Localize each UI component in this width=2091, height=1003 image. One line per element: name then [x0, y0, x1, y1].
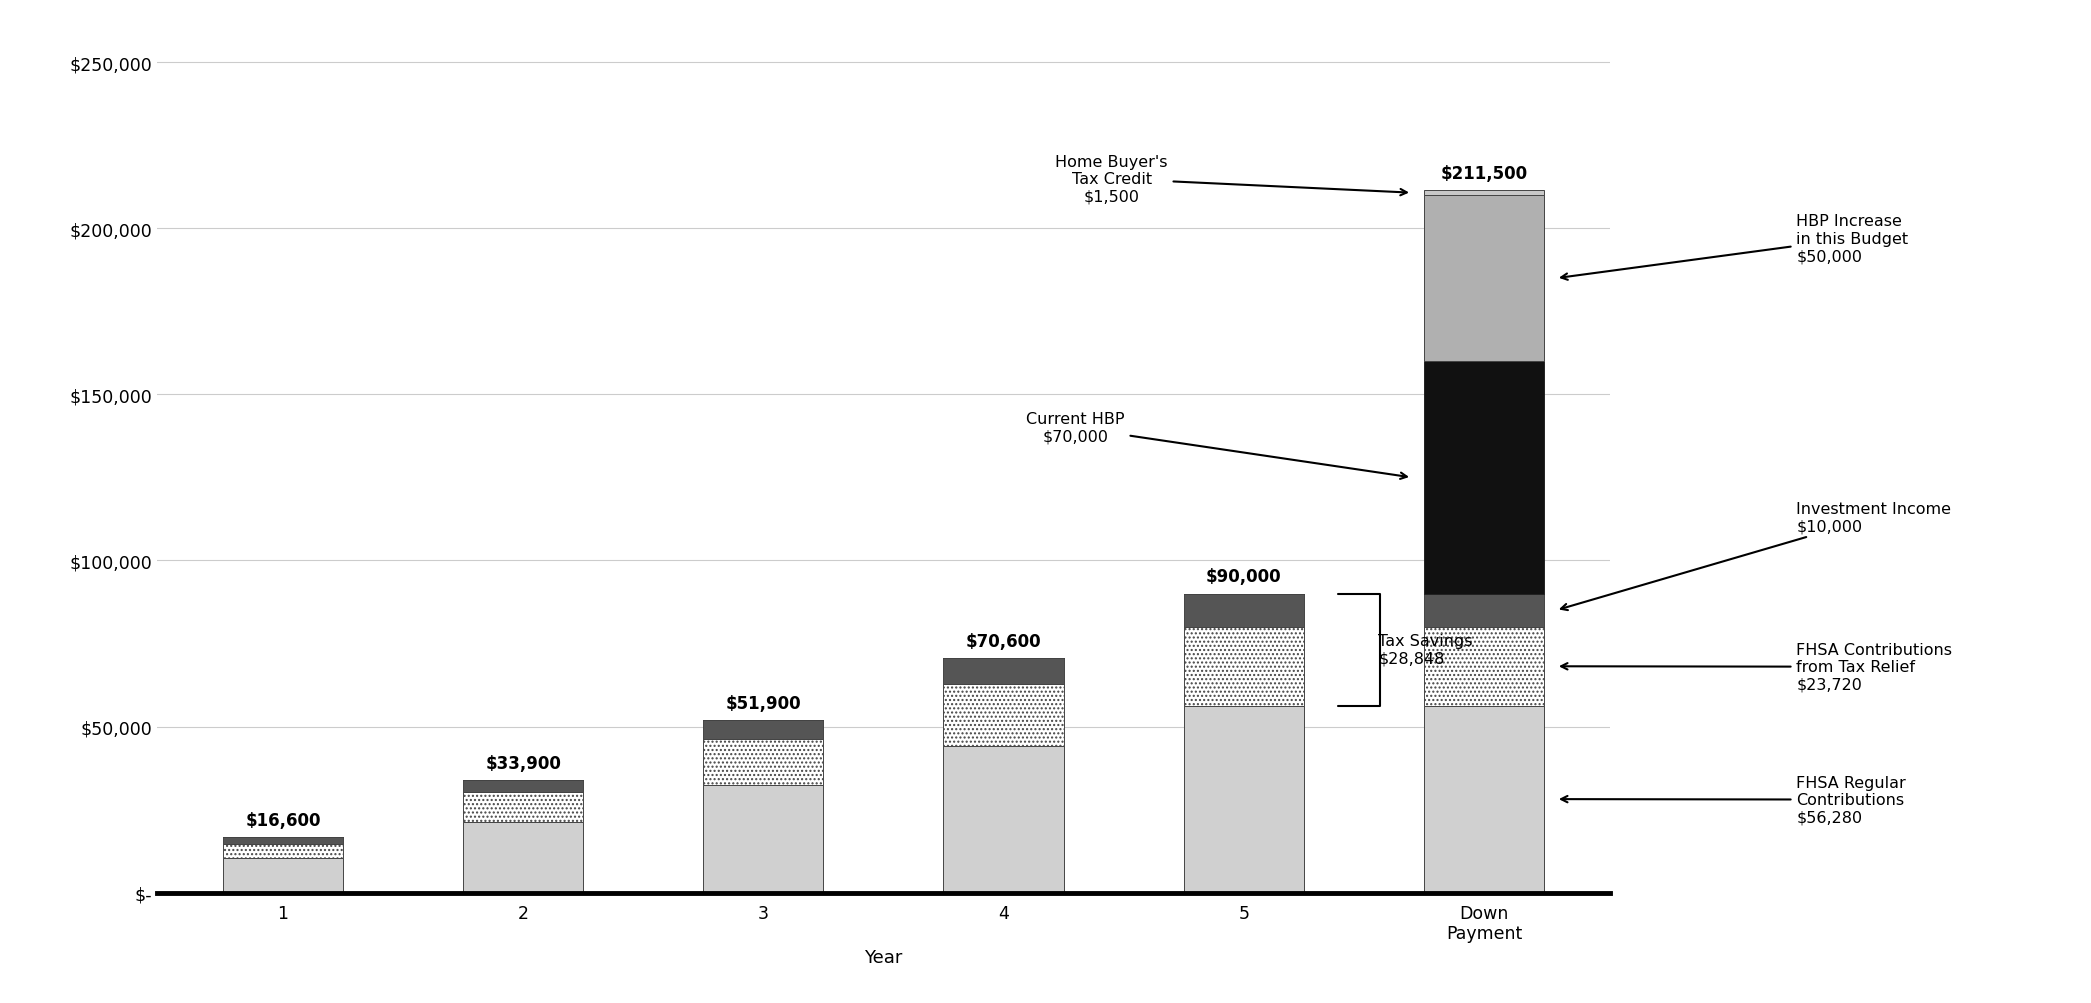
Bar: [1424, 196, 1543, 362]
Text: $33,900: $33,900: [485, 754, 560, 772]
Text: $70,600: $70,600: [966, 632, 1041, 650]
Bar: [703, 739, 824, 785]
Bar: [462, 822, 583, 893]
Bar: [943, 658, 1064, 684]
Text: Current HBP
$70,000: Current HBP $70,000: [1027, 412, 1407, 479]
Text: $90,000: $90,000: [1207, 568, 1282, 586]
Bar: [1184, 706, 1305, 893]
Bar: [703, 785, 824, 893]
Text: FHSA Regular
Contributions
$56,280: FHSA Regular Contributions $56,280: [1562, 775, 1907, 824]
Bar: [1424, 191, 1543, 196]
Text: Investment Income
$10,000: Investment Income $10,000: [1560, 502, 1951, 611]
Bar: [943, 746, 1064, 893]
X-axis label: Year: Year: [864, 948, 903, 966]
Bar: [1184, 594, 1305, 627]
Bar: [1184, 627, 1305, 706]
Bar: [224, 838, 343, 844]
Bar: [462, 780, 583, 792]
Bar: [1424, 706, 1543, 893]
Bar: [224, 844, 343, 859]
Bar: [703, 720, 824, 739]
Bar: [1424, 362, 1543, 594]
Bar: [224, 859, 343, 893]
Text: Tax Savings
$28,848: Tax Savings $28,848: [1378, 634, 1472, 666]
Text: $16,600: $16,600: [245, 811, 320, 829]
Bar: [462, 792, 583, 822]
Text: FHSA Contributions
from Tax Relief
$23,720: FHSA Contributions from Tax Relief $23,7…: [1562, 642, 1953, 692]
Bar: [943, 684, 1064, 746]
Bar: [1424, 627, 1543, 706]
Bar: [1424, 594, 1543, 627]
Text: Home Buyer's
Tax Credit
$1,500: Home Buyer's Tax Credit $1,500: [1056, 154, 1407, 205]
Text: $51,900: $51,900: [726, 694, 801, 712]
Text: $211,500: $211,500: [1441, 164, 1529, 183]
Text: HBP Increase
in this Budget
$50,000: HBP Increase in this Budget $50,000: [1562, 215, 1909, 281]
